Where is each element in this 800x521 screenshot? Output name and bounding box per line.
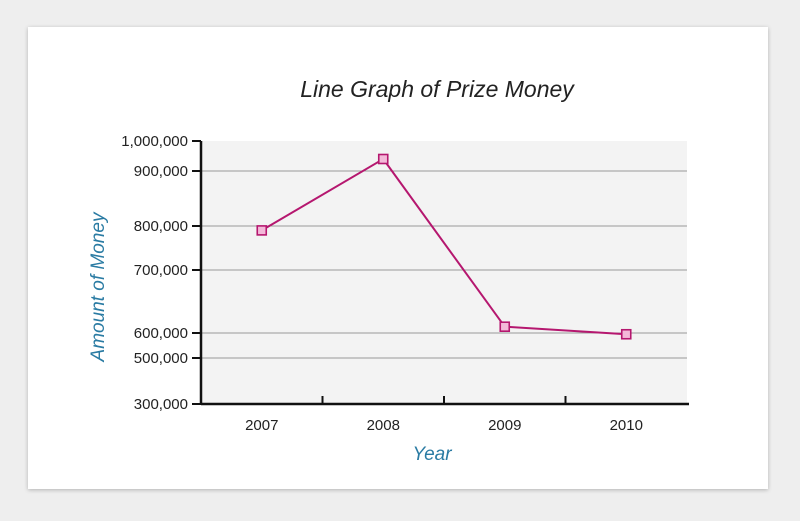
y-tick-label: 700,000 xyxy=(134,262,188,279)
data-point xyxy=(499,321,511,333)
grid-lines xyxy=(201,170,687,359)
x-tick-label: 2008 xyxy=(367,417,400,434)
y-tick-label: 300,000 xyxy=(134,396,188,413)
x-tick-label: 2010 xyxy=(610,417,643,434)
x-ticks: 2007 2008 2009 2010 xyxy=(245,396,643,434)
x-axis-title: Year xyxy=(412,444,452,465)
x-tick-label: 2007 xyxy=(245,417,278,434)
series-line xyxy=(261,157,627,336)
data-point xyxy=(620,328,632,340)
data-point xyxy=(256,225,268,236)
y-tick-label: 900,000 xyxy=(134,163,188,180)
y-tick-label: 800,000 xyxy=(134,218,188,235)
series-prize-money xyxy=(256,153,632,340)
y-ticks: 300,000 500,000 600,000 700,000 800,000 900,0… xyxy=(121,133,201,413)
plot-area xyxy=(201,141,687,404)
y-tick-label: 1,000,000 xyxy=(121,133,188,150)
y-tick-label: 600,000 xyxy=(134,325,188,342)
x-tick-label: 2009 xyxy=(488,417,521,434)
y-axis-title: Amount of Money xyxy=(88,211,109,362)
chart-title: Line Graph of Prize Money xyxy=(300,76,575,102)
data-point xyxy=(377,153,389,165)
y-tick-label: 500,000 xyxy=(134,350,188,367)
